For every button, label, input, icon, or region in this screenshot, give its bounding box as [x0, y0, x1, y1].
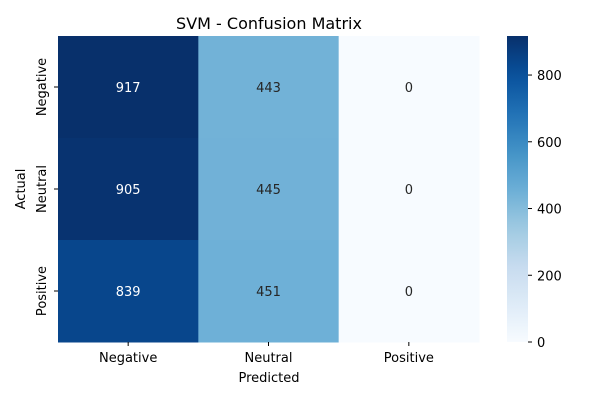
colorbar-tick-label: 800 — [537, 69, 562, 84]
x-tick-label: Negative — [99, 351, 157, 366]
y-tick-label: Neutral — [35, 165, 50, 213]
x-axis-label: Predicted — [238, 371, 299, 386]
colorbar-gradient — [507, 36, 528, 342]
heatmap-cell — [338, 240, 480, 343]
heatmap-cell — [58, 240, 199, 343]
x-tick-label: Positive — [384, 351, 434, 366]
cell-value-label: 451 — [256, 285, 281, 300]
cell-value-label: 0 — [405, 285, 413, 300]
cell-value-label: 839 — [116, 285, 141, 300]
y-tick-label: Positive — [35, 266, 50, 316]
heatmap-cell — [58, 36, 199, 139]
heatmap-cell — [338, 36, 480, 139]
x-axis-ticks: Negative Neutral Positive — [99, 342, 434, 366]
colorbar-tick-label: 200 — [537, 269, 562, 284]
colorbar-tick-label: 0 — [537, 336, 545, 351]
chart-title: SVM - Confusion Matrix — [176, 14, 362, 33]
heatmap-cell — [198, 138, 340, 241]
y-axis-ticks: Negative Neutral Positive — [35, 58, 58, 316]
heatmap-cells: 917 443 0 905 445 0 839 451 0 — [58, 36, 480, 343]
cell-value-label: 0 — [405, 81, 413, 96]
heatmap-cell — [198, 240, 340, 343]
cell-value-label: 445 — [256, 183, 281, 198]
y-axis-label: Actual — [14, 169, 29, 210]
cell-value-label: 917 — [116, 81, 141, 96]
heatmap-cell — [338, 138, 480, 241]
colorbar-tick-label: 600 — [537, 136, 562, 151]
colorbar-tick-label: 400 — [537, 203, 562, 218]
x-tick-label: Neutral — [245, 351, 293, 366]
heatmap-cell — [198, 36, 340, 139]
heatmap-cell — [58, 138, 199, 241]
cell-value-label: 0 — [405, 183, 413, 198]
colorbar: 0 200 400 600 800 — [507, 36, 562, 351]
cell-value-label: 443 — [256, 81, 281, 96]
cell-value-label: 905 — [116, 183, 141, 198]
y-tick-label: Negative — [35, 58, 50, 116]
